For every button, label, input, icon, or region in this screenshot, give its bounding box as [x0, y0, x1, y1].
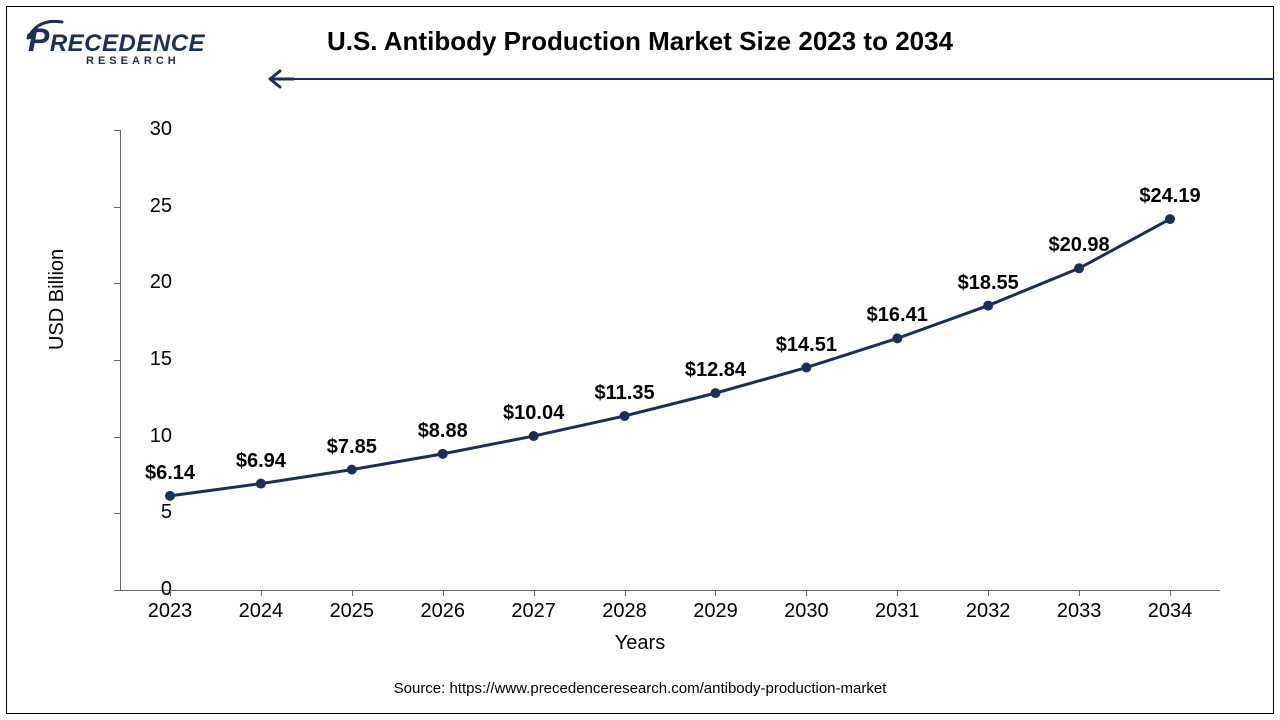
data-marker — [1165, 214, 1175, 224]
data-label: $12.84 — [685, 359, 746, 382]
data-label: $6.94 — [236, 450, 286, 473]
data-marker — [165, 491, 175, 501]
data-marker — [801, 363, 811, 373]
data-label: $11.35 — [594, 382, 654, 405]
data-label: $18.55 — [958, 272, 1019, 295]
data-label: $24.19 — [1139, 185, 1200, 208]
data-marker — [983, 301, 993, 311]
data-marker — [438, 449, 448, 459]
data-marker — [256, 479, 266, 489]
data-label: $7.85 — [327, 436, 377, 459]
data-label: $6.14 — [145, 462, 195, 485]
data-label: $20.98 — [1048, 234, 1109, 257]
series-line — [170, 219, 1170, 496]
data-label: $8.88 — [418, 420, 468, 443]
data-marker — [347, 465, 357, 475]
data-marker — [892, 333, 902, 343]
data-marker — [710, 388, 720, 398]
line-series — [0, 0, 1280, 720]
data-marker — [620, 411, 630, 421]
data-label: $16.41 — [867, 304, 928, 327]
data-label: $14.51 — [776, 334, 837, 357]
data-marker — [1074, 263, 1084, 273]
data-label: $10.04 — [503, 402, 564, 425]
data-marker — [529, 431, 539, 441]
